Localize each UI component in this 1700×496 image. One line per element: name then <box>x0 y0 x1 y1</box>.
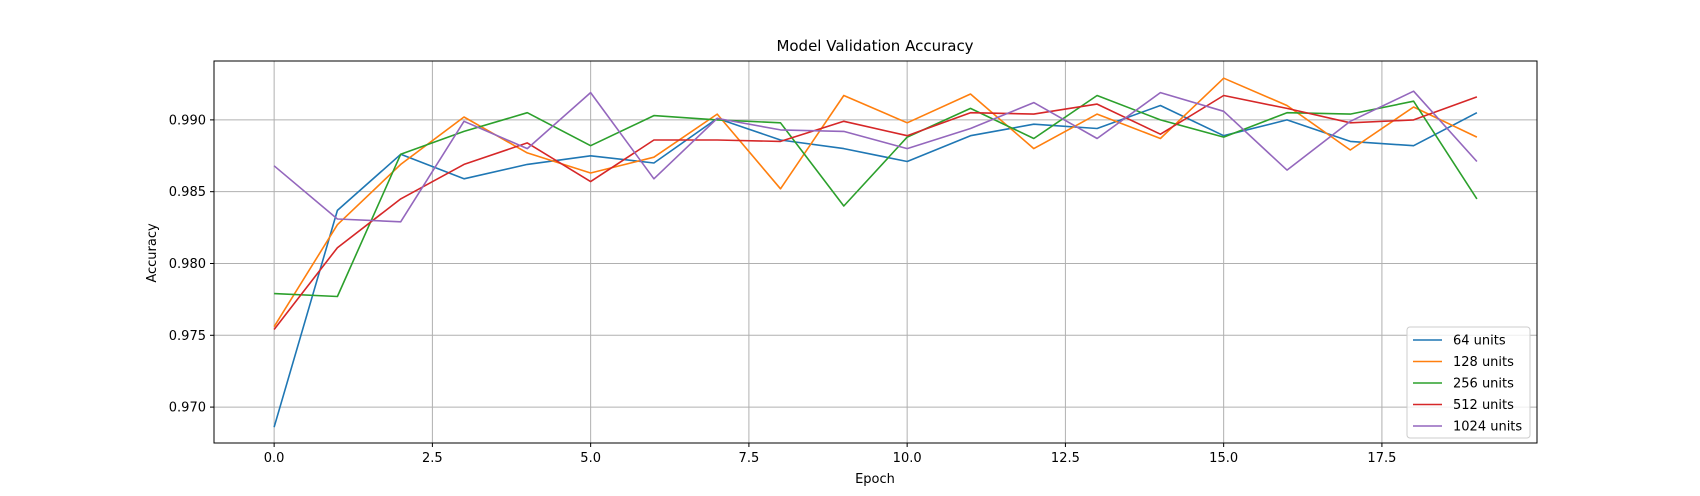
x-tick-label: 12.5 <box>1051 451 1080 466</box>
series-line-1024-units <box>273 90 1478 223</box>
legend-box <box>1406 326 1531 439</box>
legend-label-512-units: 512 units <box>1453 398 1514 413</box>
y-tick-label: 0.985 <box>169 185 206 200</box>
y-axis-label: Accuracy <box>145 223 160 283</box>
x-axis-label: Epoch <box>855 472 895 487</box>
x-tick-label: 10.0 <box>893 451 922 466</box>
x-axis: 0.0 2.5 5.0 7.5 10.0 12.5 15.0 17.5 <box>264 443 1396 466</box>
x-tick-label: 7.5 <box>739 451 760 466</box>
series-line-64-units <box>273 104 1478 428</box>
series-line-512-units <box>273 94 1478 330</box>
legend-label-128-units: 128 units <box>1453 355 1514 370</box>
legend-label-64-units: 64 units <box>1453 334 1506 349</box>
grid <box>214 61 1537 443</box>
x-tick-label: 5.0 <box>580 451 601 466</box>
series-line-256-units <box>274 94 1478 298</box>
y-tick-label: 0.990 <box>169 113 206 128</box>
x-tick-label: 17.5 <box>1367 451 1396 466</box>
y-tick-label: 0.970 <box>169 401 206 416</box>
y-tick-label: 0.980 <box>169 257 206 272</box>
x-tick-label: 15.0 <box>1209 451 1238 466</box>
y-axis: 0.970 0.975 0.980 0.985 0.990 <box>169 113 214 416</box>
series-line-128-units <box>273 77 1478 328</box>
x-tick-label: 0.0 <box>264 451 285 466</box>
legend: 64 units 128 units 256 units 512 units 1024 … <box>1406 326 1531 439</box>
series-lines <box>273 77 1478 428</box>
legend-items: 64 units 128 units 256 units 512 units 1024 … <box>1413 334 1522 435</box>
y-tick-label: 0.975 <box>169 329 206 344</box>
legend-label-1024-units: 1024 units <box>1453 420 1522 435</box>
plot-frame <box>213 60 1538 444</box>
x-tick-label: 2.5 <box>422 451 443 466</box>
legend-label-256-units: 256 units <box>1453 377 1514 392</box>
chart-title: Model Validation Accuracy <box>776 37 973 55</box>
